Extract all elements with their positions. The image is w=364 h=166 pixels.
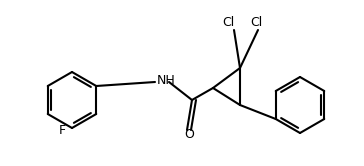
Text: O: O xyxy=(184,128,194,141)
Text: NH: NH xyxy=(157,74,176,86)
Text: Cl: Cl xyxy=(222,15,234,29)
Text: Cl: Cl xyxy=(250,15,262,29)
Text: F: F xyxy=(59,124,66,136)
